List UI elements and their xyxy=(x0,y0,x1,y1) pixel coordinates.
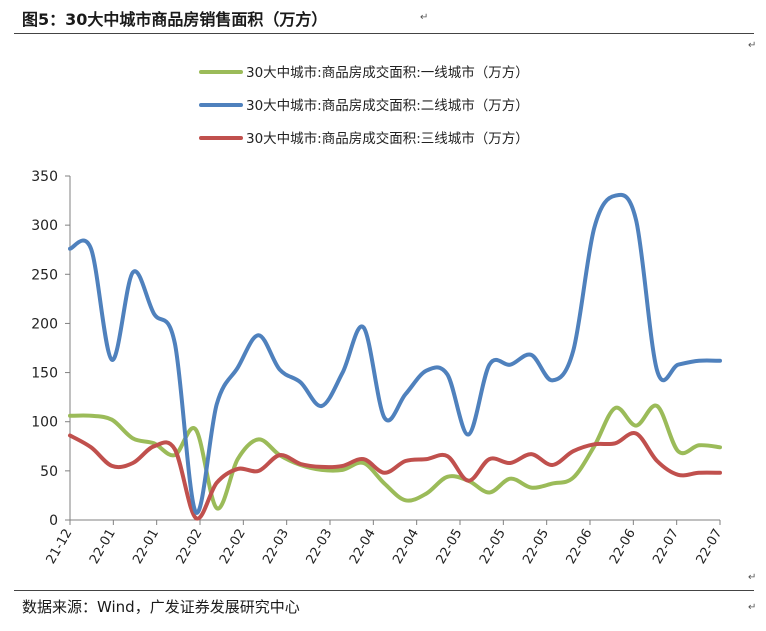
legend-label: 30大中城市:商品房成交面积:二线城市（万方） xyxy=(246,97,529,114)
y-tick-label: 250 xyxy=(31,267,58,283)
x-tick-label: 22-07 xyxy=(650,527,682,567)
y-tick-label: 50 xyxy=(40,464,58,480)
y-tick-label: 0 xyxy=(49,513,58,529)
x-tick-label: 22-01 xyxy=(87,527,119,567)
y-tick-label: 300 xyxy=(31,218,58,234)
paragraph-mark-icon: ↵ xyxy=(420,12,429,23)
paragraph-mark-icon: ↵ xyxy=(748,602,757,613)
x-tick-label: 22-01 xyxy=(130,527,162,567)
x-tick-label: 22-04 xyxy=(390,527,422,567)
x-tick-label: 22-03 xyxy=(260,527,292,567)
x-tick-label: 22-05 xyxy=(434,527,466,567)
chart-legend: 30大中城市:商品房成交面积:一线城市（万方） 30大中城市:商品房成交面积:二线… xyxy=(199,64,529,147)
top-rule xyxy=(14,33,754,34)
y-axis: 0 50 100 150 200 250 300 350 xyxy=(31,169,71,529)
x-tick-label: 22-04 xyxy=(347,527,379,567)
series-line-1 xyxy=(68,403,722,511)
series-line-3 xyxy=(68,431,722,521)
x-tick-label: 22-02 xyxy=(217,527,249,567)
x-tick-label: 22-07 xyxy=(694,527,726,567)
legend-label: 30大中城市:商品房成交面积:三线城市（万方） xyxy=(246,130,529,147)
x-tick-label: 22-06 xyxy=(564,527,596,567)
figure-title: 图5：30大中城市商品房销售面积（万方） xyxy=(22,10,328,29)
source-note: 数据来源：Wind，广发证券发展研究中心 xyxy=(22,598,300,616)
x-tick-label: 21-12 xyxy=(44,527,76,567)
x-tick-label: 22-03 xyxy=(304,527,336,567)
y-tick-label: 150 xyxy=(31,366,58,382)
bottom-rule xyxy=(14,590,754,591)
y-tick-label: 200 xyxy=(31,316,58,332)
y-tick-label: 350 xyxy=(31,169,58,185)
series-line-2 xyxy=(68,192,722,515)
x-tick-label: 22-05 xyxy=(477,527,509,567)
paragraph-mark-icon: ↵ xyxy=(748,40,757,51)
y-tick-label: 100 xyxy=(31,415,58,431)
x-tick-label: 22-05 xyxy=(520,527,552,567)
x-tick-label: 22-02 xyxy=(174,527,206,567)
x-axis: 21-12 22-01 22-01 22-02 22-02 22-03 22-03 22-04… xyxy=(44,519,726,567)
legend-label: 30大中城市:商品房成交面积:一线城市（万方） xyxy=(246,64,529,81)
series-lines xyxy=(68,192,722,521)
paragraph-mark-icon: ↵ xyxy=(748,572,757,583)
x-tick-label: 22-06 xyxy=(607,527,639,567)
